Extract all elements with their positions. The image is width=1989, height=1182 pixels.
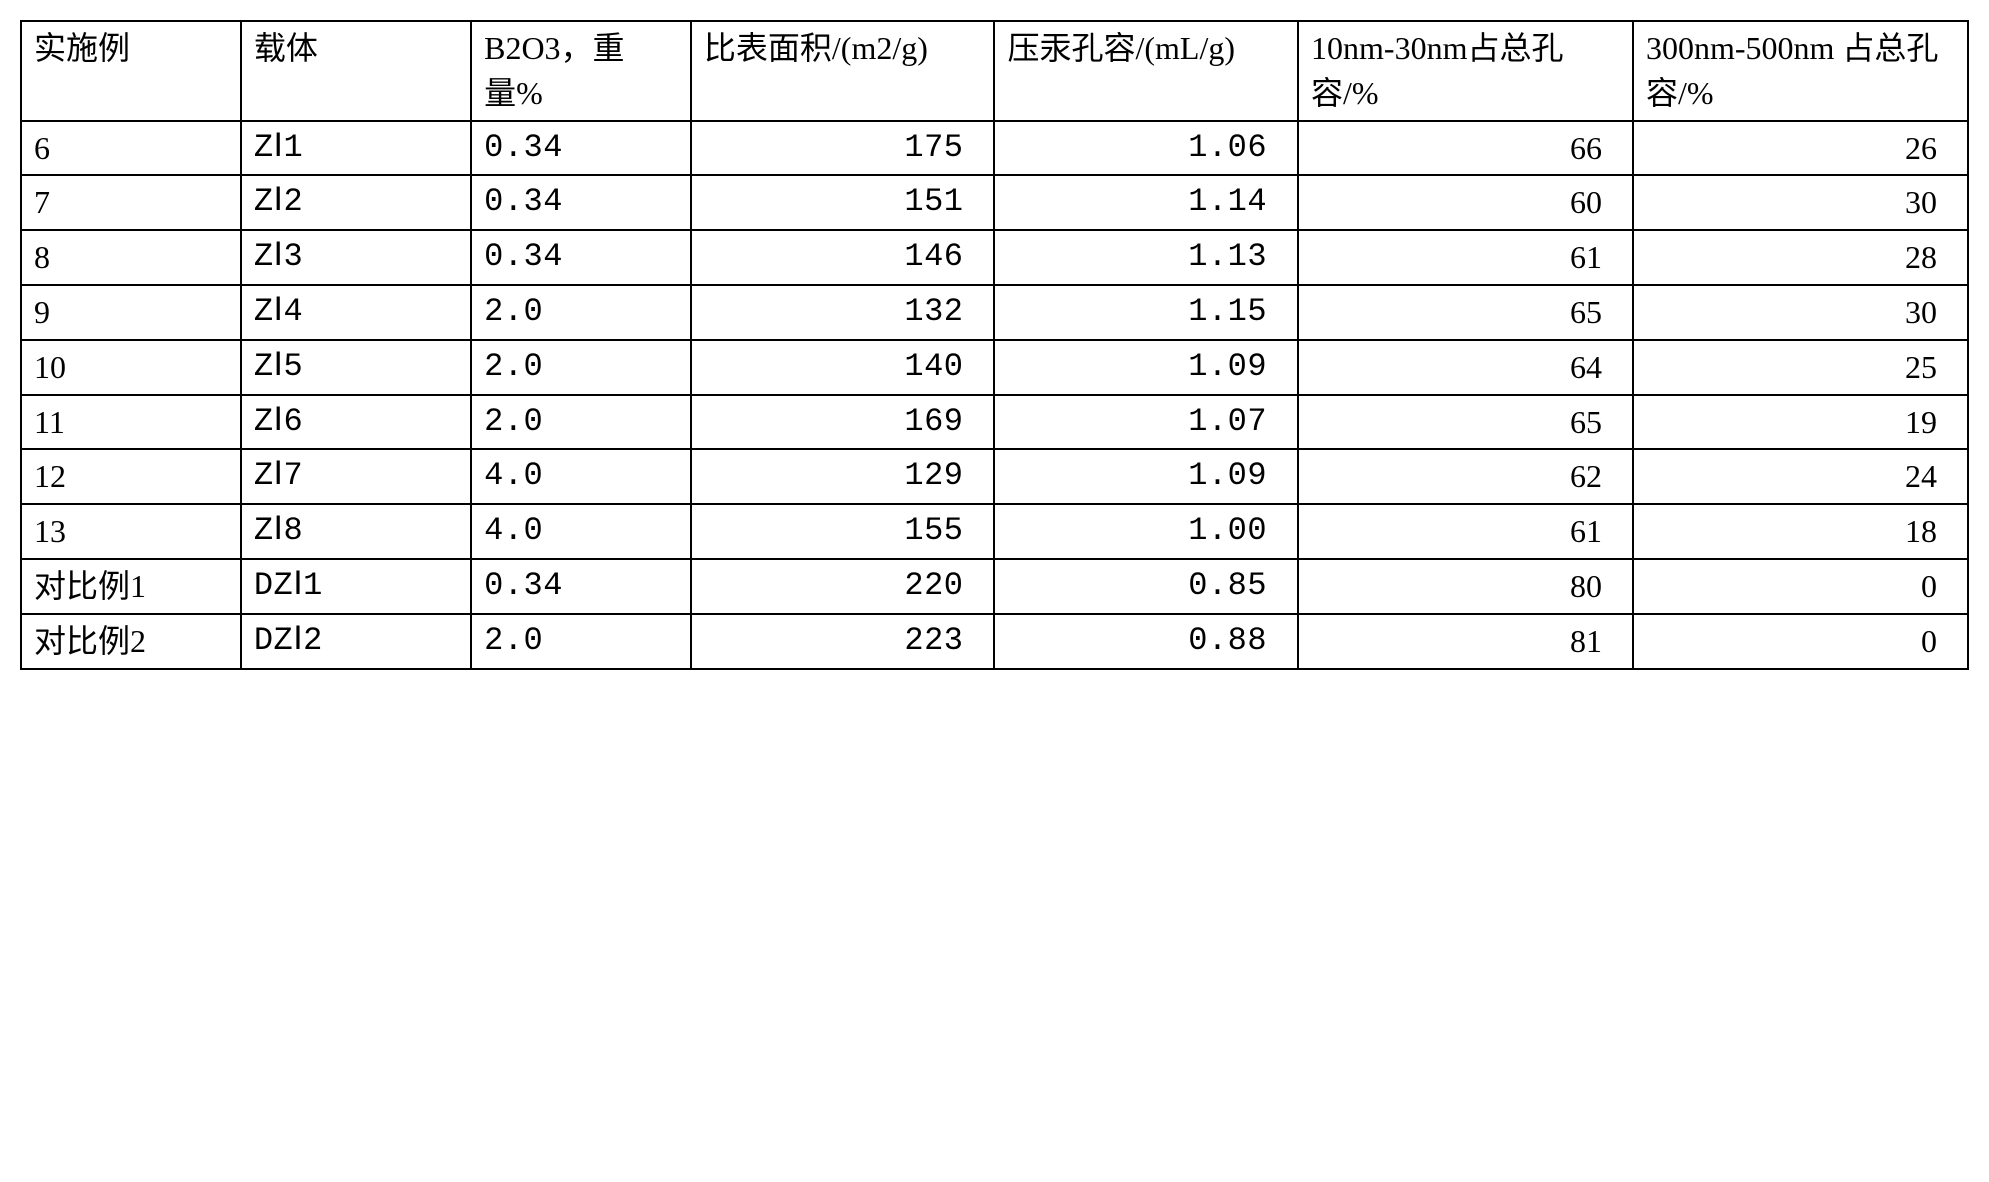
cell-c0: 11 [21, 395, 241, 450]
table-row: 对比例2DZⅠ22.02230.88810 [21, 614, 1968, 669]
col-header-300-500nm: 300nm-500nm 占总孔容/% [1633, 21, 1968, 121]
cell-c5: 62 [1298, 449, 1633, 504]
cell-c3: 223 [691, 614, 995, 669]
cell-c4: 0.88 [994, 614, 1298, 669]
cell-c1: DZⅠ1 [241, 559, 471, 614]
cell-c4: 1.06 [994, 121, 1298, 176]
cell-c3: 129 [691, 449, 995, 504]
cell-c1: ZⅠ4 [241, 285, 471, 340]
cell-c0: 7 [21, 175, 241, 230]
cell-c1: ZⅠ1 [241, 121, 471, 176]
cell-c0: 对比例1 [21, 559, 241, 614]
cell-c6: 19 [1633, 395, 1968, 450]
cell-c4: 1.14 [994, 175, 1298, 230]
cell-c3: 132 [691, 285, 995, 340]
table-row: 对比例1DZⅠ10.342200.85800 [21, 559, 1968, 614]
table-row: 7ZⅠ20.341511.146030 [21, 175, 1968, 230]
table-row: 6ZⅠ10.341751.066626 [21, 121, 1968, 176]
cell-c2: 2.0 [471, 285, 691, 340]
cell-c6: 28 [1633, 230, 1968, 285]
cell-c2: 0.34 [471, 121, 691, 176]
cell-c1: ZⅠ5 [241, 340, 471, 395]
cell-c6: 30 [1633, 175, 1968, 230]
cell-c1: DZⅠ2 [241, 614, 471, 669]
cell-c0: 对比例2 [21, 614, 241, 669]
cell-c6: 30 [1633, 285, 1968, 340]
col-header-10-30nm: 10nm-30nm占总孔容/% [1298, 21, 1633, 121]
cell-c4: 1.00 [994, 504, 1298, 559]
col-header-carrier: 载体 [241, 21, 471, 121]
col-header-b2o3: B2O3，重量% [471, 21, 691, 121]
cell-c5: 65 [1298, 285, 1633, 340]
cell-c2: 2.0 [471, 614, 691, 669]
cell-c5: 60 [1298, 175, 1633, 230]
cell-c5: 61 [1298, 230, 1633, 285]
cell-c2: 0.34 [471, 230, 691, 285]
cell-c5: 66 [1298, 121, 1633, 176]
cell-c4: 1.09 [994, 340, 1298, 395]
cell-c3: 155 [691, 504, 995, 559]
cell-c2: 0.34 [471, 559, 691, 614]
table-row: 10ZⅠ52.01401.096425 [21, 340, 1968, 395]
cell-c2: 0.34 [471, 175, 691, 230]
cell-c1: ZⅠ6 [241, 395, 471, 450]
cell-c4: 1.07 [994, 395, 1298, 450]
cell-c4: 1.09 [994, 449, 1298, 504]
cell-c4: 1.15 [994, 285, 1298, 340]
cell-c6: 25 [1633, 340, 1968, 395]
col-header-surface: 比表面积/(m2/g) [691, 21, 995, 121]
cell-c4: 1.13 [994, 230, 1298, 285]
cell-c3: 169 [691, 395, 995, 450]
cell-c5: 65 [1298, 395, 1633, 450]
cell-c6: 0 [1633, 559, 1968, 614]
table-header-row: 实施例 载体 B2O3，重量% 比表面积/(m2/g) 压汞孔容/(mL/g) … [21, 21, 1968, 121]
table-row: 13ZⅠ84.01551.006118 [21, 504, 1968, 559]
cell-c1: ZⅠ2 [241, 175, 471, 230]
cell-c0: 6 [21, 121, 241, 176]
cell-c5: 64 [1298, 340, 1633, 395]
cell-c2: 4.0 [471, 449, 691, 504]
cell-c1: ZⅠ3 [241, 230, 471, 285]
cell-c6: 0 [1633, 614, 1968, 669]
cell-c6: 18 [1633, 504, 1968, 559]
cell-c5: 80 [1298, 559, 1633, 614]
cell-c5: 61 [1298, 504, 1633, 559]
cell-c3: 220 [691, 559, 995, 614]
cell-c2: 2.0 [471, 340, 691, 395]
table-row: 11ZⅠ62.01691.076519 [21, 395, 1968, 450]
table-row: 9ZⅠ42.01321.156530 [21, 285, 1968, 340]
cell-c0: 10 [21, 340, 241, 395]
cell-c0: 13 [21, 504, 241, 559]
table-row: 12ZⅠ74.01291.096224 [21, 449, 1968, 504]
cell-c0: 9 [21, 285, 241, 340]
cell-c6: 26 [1633, 121, 1968, 176]
cell-c1: ZⅠ7 [241, 449, 471, 504]
table-row: 8ZⅠ30.341461.136128 [21, 230, 1968, 285]
cell-c4: 0.85 [994, 559, 1298, 614]
cell-c0: 12 [21, 449, 241, 504]
cell-c2: 2.0 [471, 395, 691, 450]
table-body: 6ZⅠ10.341751.0666267ZⅠ20.341511.1460308Z… [21, 121, 1968, 669]
col-header-example: 实施例 [21, 21, 241, 121]
data-table: 实施例 载体 B2O3，重量% 比表面积/(m2/g) 压汞孔容/(mL/g) … [20, 20, 1969, 670]
cell-c2: 4.0 [471, 504, 691, 559]
cell-c6: 24 [1633, 449, 1968, 504]
cell-c5: 81 [1298, 614, 1633, 669]
cell-c3: 175 [691, 121, 995, 176]
col-header-porevol: 压汞孔容/(mL/g) [994, 21, 1298, 121]
cell-c1: ZⅠ8 [241, 504, 471, 559]
cell-c3: 146 [691, 230, 995, 285]
cell-c0: 8 [21, 230, 241, 285]
cell-c3: 151 [691, 175, 995, 230]
cell-c3: 140 [691, 340, 995, 395]
